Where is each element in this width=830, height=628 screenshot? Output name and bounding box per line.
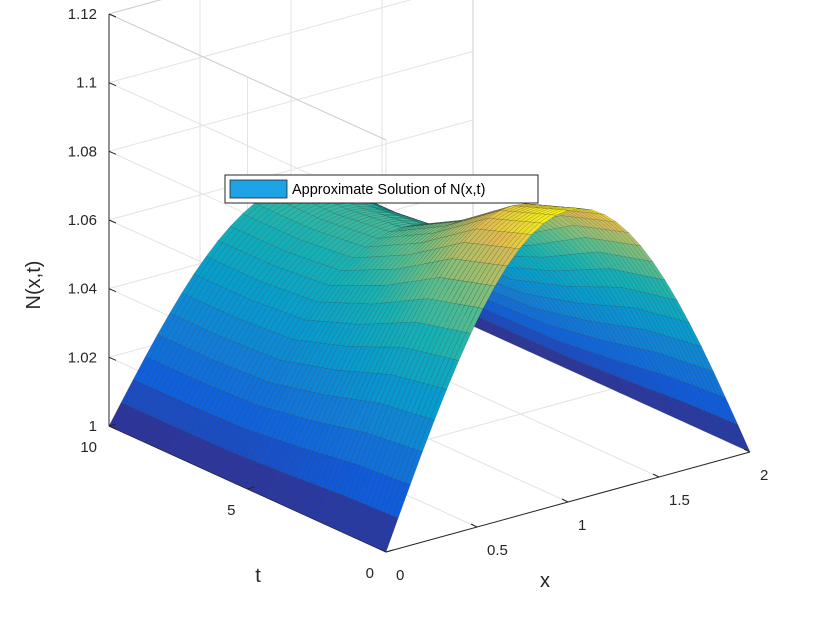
z-tick-mark (108, 356, 117, 361)
x-axis-label: x (540, 570, 550, 592)
z-tick-label: 1.1 (76, 75, 97, 92)
legend-entry-label: Approximate Solution of N(x,t) (292, 182, 485, 198)
t-tick-label: 0 (366, 565, 374, 582)
z-tick-label: 1.12 (68, 6, 97, 23)
z-tick-label: 1.02 (68, 349, 97, 366)
x-tick-mark (561, 498, 569, 503)
x-tick-label: 2 (760, 467, 768, 484)
z-axis-label: N(x,t) (23, 261, 45, 310)
x-tick-label: 1 (578, 517, 586, 534)
t-tick-mark (385, 549, 394, 553)
t-axis-label: t (255, 565, 261, 587)
legend-swatch (229, 179, 288, 199)
axes-ticks: 0 0.5 1 1.5 2 0 5 10 1 1.02 1.04 1.06 1.08 1.1 1.12 (68, 6, 769, 584)
t-tick-label: 10 (80, 439, 97, 456)
x-tick-label: 0 (396, 567, 404, 584)
t-tick-mark (247, 486, 255, 490)
x-tick-mark (652, 473, 660, 478)
z-tick-mark (108, 288, 117, 293)
z-tick-label: 1.06 (68, 212, 97, 229)
x-tick-label: 0.5 (487, 542, 508, 559)
z-tick-mark (108, 13, 117, 18)
z-tick-label: 1 (89, 418, 97, 435)
x-tick-label: 1.5 (669, 492, 690, 509)
surface-mesh (108, 181, 751, 553)
t-tick-label: 5 (227, 502, 235, 519)
z-tick-mark (108, 150, 117, 155)
box-edge-top-left (108, 13, 387, 141)
z-tick-mark (108, 219, 117, 224)
x-tick-mark (379, 548, 387, 553)
x-tick-mark (470, 523, 478, 528)
x-tick-mark (743, 448, 751, 453)
z-tick-mark (108, 82, 117, 87)
z-tick-label: 1.04 (68, 281, 97, 298)
t-tick-mark (108, 423, 117, 427)
legend: Approximate Solution of N(x,t) (224, 174, 539, 204)
z-tick-mark (108, 425, 117, 430)
z-tick-label: 1.08 (68, 143, 97, 160)
